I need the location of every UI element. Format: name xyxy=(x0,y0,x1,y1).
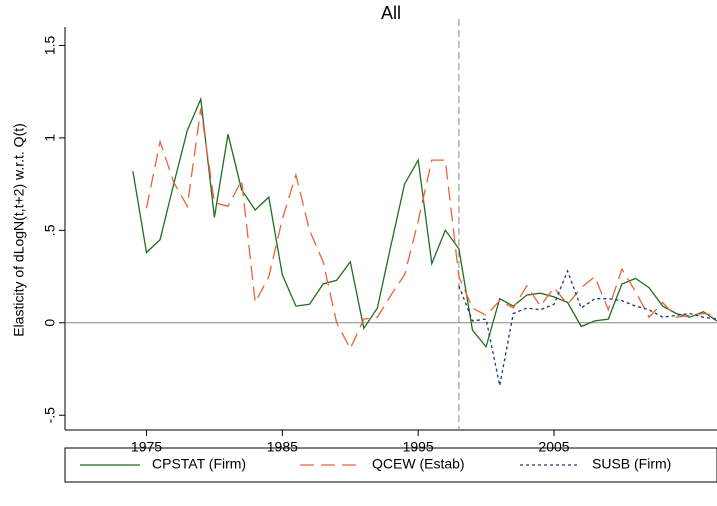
legend-box xyxy=(64,447,717,483)
x-tick-label: 1985 xyxy=(267,439,298,455)
series-line xyxy=(145,108,717,351)
y-axis-label: Elasticity of dLogN(t,t+2) w.r.t. Q(t) xyxy=(11,123,27,337)
y-tick-label: 1.5 xyxy=(42,36,58,56)
y-tick-label: -.5 xyxy=(42,407,58,424)
x-tick-label: 1975 xyxy=(131,439,162,455)
x-tick-label: 1995 xyxy=(403,439,434,455)
x-tick-label: 2005 xyxy=(538,439,569,455)
series-line xyxy=(132,96,717,349)
legend-label: QCEW (Estab) xyxy=(372,456,465,472)
y-tick-label: 0 xyxy=(42,319,58,327)
legend-label: CPSTAT (Firm) xyxy=(152,456,246,472)
chart-title: All xyxy=(381,3,401,23)
y-tick-label: 1 xyxy=(42,134,58,142)
series-line xyxy=(458,269,717,386)
y-tick-label: .5 xyxy=(42,224,58,236)
legend-label: SUSB (Firm) xyxy=(592,456,671,472)
